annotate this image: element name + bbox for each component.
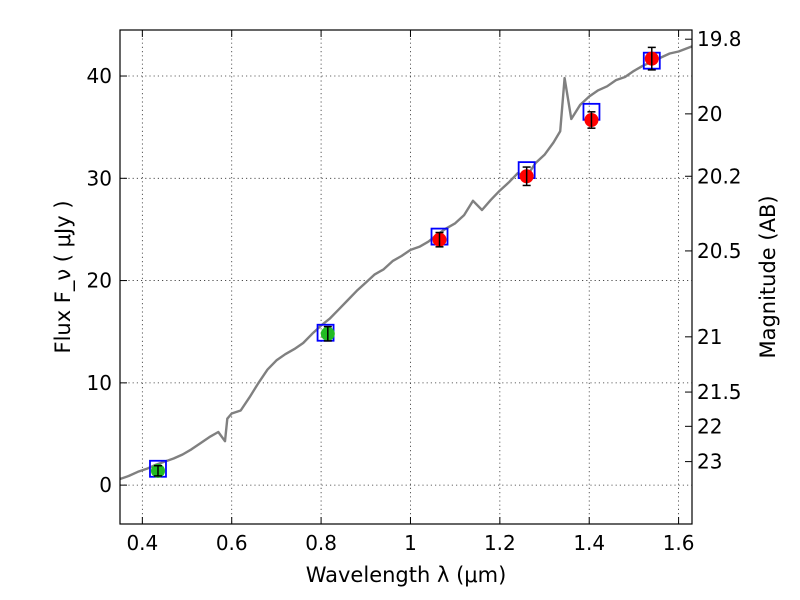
y2-tick-label: 22	[697, 414, 722, 438]
y2-tick-label: 21	[697, 325, 722, 349]
plot-frame	[119, 29, 693, 525]
tick-labels: 0.4 0.6 0.8 1 1.2 1.4 1.6 0 10 20 30 40 19.8 20 20.2 20…	[87, 27, 742, 555]
y2-tick-label: 20.2	[697, 164, 742, 188]
y2-axis-label: Magnitude (AB)	[756, 195, 780, 358]
y-tick-label: 20	[87, 269, 112, 293]
y2-tick-label: 21.5	[697, 380, 742, 404]
grid-lines	[120, 30, 692, 524]
tick-marks	[120, 30, 692, 524]
y-tick-label: 40	[87, 64, 112, 88]
y2-tick-label: 23	[697, 450, 722, 474]
x-tick-label: 0.8	[305, 531, 337, 555]
x-tick-label: 0.6	[216, 531, 248, 555]
y2-tick-label: 20	[697, 102, 722, 126]
x-tick-label: 1	[404, 531, 417, 555]
spectrum-line	[119, 45, 693, 481]
y-tick-label: 0	[99, 473, 112, 497]
y-tick-label: 30	[87, 166, 112, 190]
x-tick-label: 1.4	[573, 531, 605, 555]
y2-tick-label: 19.8	[697, 27, 742, 51]
x-tick-label: 0.4	[126, 531, 158, 555]
x-tick-label: 1.6	[663, 531, 695, 555]
y-axis-label: Flux F_ν ( μJy )	[51, 200, 76, 353]
y-tick-label: 10	[87, 371, 112, 395]
series-layer	[119, 45, 693, 481]
y2-tick-label: 20.5	[697, 239, 742, 263]
x-axis-label: Wavelength λ (μm)	[306, 563, 507, 587]
x-tick-label: 1.2	[484, 531, 516, 555]
